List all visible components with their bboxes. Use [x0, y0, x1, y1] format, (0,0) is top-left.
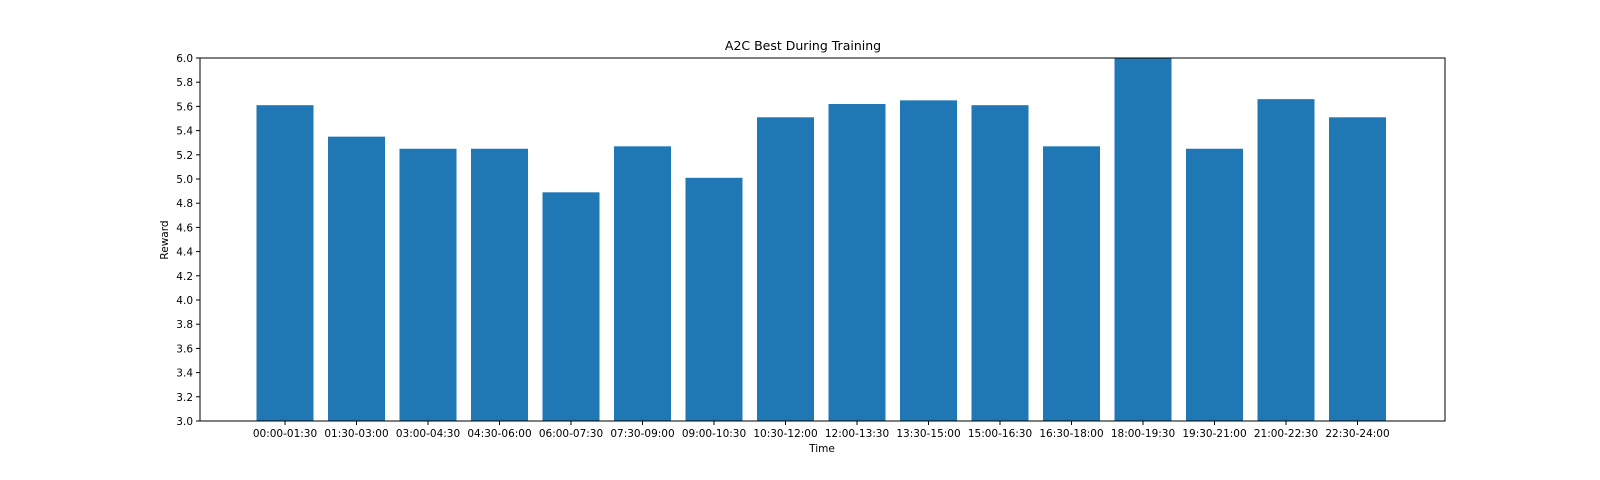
chart-title: A2C Best During Training [725, 38, 881, 53]
y-tick-label: 5.4 [176, 126, 193, 138]
x-tick-label: 09:00-10:30 [682, 428, 746, 440]
x-tick-label: 00:00-01:30 [253, 428, 317, 440]
bar-19:30-21:00 [1186, 148, 1243, 421]
plot-frame [199, 57, 1446, 422]
x-tick-label: 12:00-13:30 [825, 428, 889, 440]
x-tick-label: 01:30-03:00 [324, 428, 388, 440]
x-tick-label: 22:30-24:00 [1325, 428, 1389, 440]
bar-13:30-15:00 [900, 100, 957, 421]
x-tick-label: 07:30-09:00 [610, 428, 674, 440]
x-tick-label: 19:30-21:00 [1182, 428, 1246, 440]
y-tick-label: 5.8 [176, 77, 193, 89]
y-axis: 3.0 3.2 3.4 3.6 3.8 4.0 4.2 4.4 4.6 4.8 5.0 5.2 5.4 5… [176, 53, 200, 428]
x-axis: 00:00-01:30 01:30-03:00 03:00-04:30 04:30-0… [253, 421, 1390, 440]
bar-10:30-12:00 [757, 117, 814, 421]
y-tick-label: 3.0 [176, 416, 193, 428]
y-axis-label: Reward [159, 220, 171, 259]
bar-18:00-19:30 [1114, 58, 1172, 421]
x-tick-label: 18:00-19:30 [1111, 428, 1175, 440]
bar-07:30-09:00 [614, 146, 671, 421]
bar-03:00-04:30 [399, 148, 457, 421]
y-tick-label: 4.6 [176, 222, 193, 234]
y-tick-label: 4.4 [176, 247, 193, 259]
bar-21:00-22:30 [1257, 99, 1315, 421]
y-tick-label: 4.0 [176, 295, 193, 307]
bar-22:30-24:00 [1329, 117, 1386, 421]
bar-09:00-10:30 [685, 177, 743, 421]
bar-12:00-13:30 [828, 103, 886, 421]
y-tick-label: 6.0 [176, 53, 193, 65]
y-tick-label: 4.2 [176, 271, 193, 283]
y-tick-label: 3.4 [176, 368, 193, 380]
x-tick-label: 06:00-07:30 [539, 428, 603, 440]
bar-16:30-18:00 [1043, 146, 1100, 421]
bar-00:00-01:30 [256, 105, 314, 421]
x-tick-label: 03:00-04:30 [396, 428, 460, 440]
bar-04:30-06:00 [471, 148, 528, 421]
bar-06:00-07:30 [542, 192, 600, 421]
y-tick-label: 5.0 [176, 174, 193, 186]
x-tick-label: 10:30-12:00 [753, 428, 817, 440]
y-tick-label: 3.8 [176, 319, 193, 331]
y-tick-label: 5.6 [176, 101, 193, 113]
x-tick-label: 13:30-15:00 [896, 428, 960, 440]
x-tick-label: 04:30-06:00 [467, 428, 531, 440]
x-tick-label: 21:00-22:30 [1254, 428, 1318, 440]
x-tick-label: 16:30-18:00 [1039, 428, 1103, 440]
y-tick-label: 5.2 [176, 150, 193, 162]
bar-01:30-03:00 [328, 136, 385, 421]
y-tick-label: 4.8 [176, 198, 193, 210]
bars-group [256, 58, 1386, 421]
y-tick-label: 3.2 [176, 392, 193, 404]
y-tick-label: 3.6 [176, 343, 193, 355]
x-tick-label: 15:00-16:30 [968, 428, 1032, 440]
x-axis-label: Time [808, 443, 835, 455]
bar-15:00-16:30 [971, 105, 1029, 421]
